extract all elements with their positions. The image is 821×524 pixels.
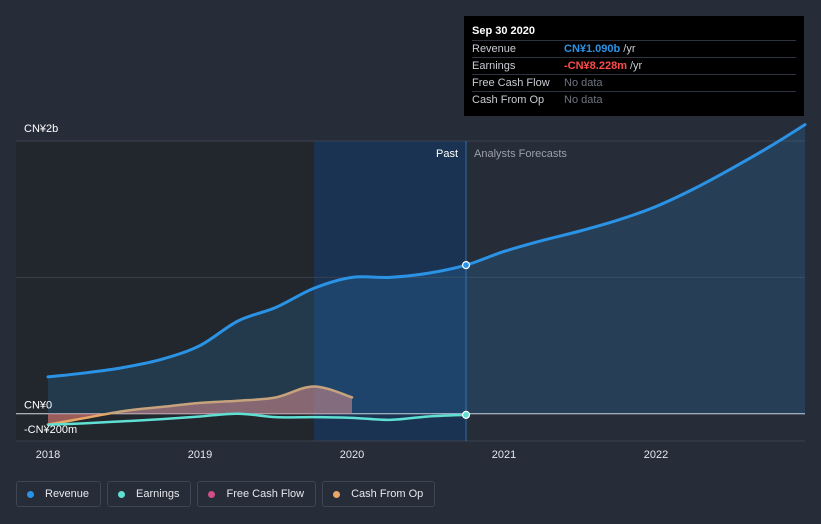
cash-from-op-area [48,386,353,425]
tooltip-row-free-cash-flow: Free Cash Flow No data [472,74,796,91]
tooltip-value: No data [564,94,603,106]
y-tick-label-2: -CN¥200m [24,424,77,436]
revenue-highlight-point [461,260,471,270]
legend-label: Earnings [136,488,180,500]
past-highlight-band [314,141,467,441]
tooltip-row-earnings: Earnings -CN¥8.228m/yr [472,57,796,74]
legend-dot-icon [333,490,341,498]
legend-item-free-cash-flow[interactable]: Free Cash Flow [197,481,317,507]
x-tick-label-4: 2022 [644,449,668,461]
earnings-highlight-point [461,410,471,419]
past-history-band [16,141,315,441]
chart-labels: CN¥2b CN¥0 -CN¥200m 2018 2019 2020 2021 2022 Pas… [24,123,668,461]
legend-label: Revenue [45,488,90,500]
x-tick-label-0: 2018 [36,449,60,461]
earnings-line [46,412,468,426]
tooltip-label: Cash From Op [472,94,545,106]
legend-item-revenue[interactable]: Revenue [16,481,102,507]
chart-bands [16,141,467,441]
tooltip-row-revenue: Revenue CN¥1.090b/yr [472,40,796,57]
legend-label: Free Cash Flow [226,488,305,500]
tooltip-date: Sep 30 2020 [472,25,535,37]
tooltip-value: CN¥1.090b [564,43,621,55]
tooltip-label: Free Cash Flow [472,77,550,89]
tooltip-row-cash-from-op: Cash From Op No data [472,91,796,108]
tooltip-unit: /yr [629,60,643,72]
chart-tooltip: Sep 30 2020 Revenue CN¥1.090b/yr Earnings -… [464,16,804,116]
chart-legend: Revenue Earnings Free Cash Flow Cash From O… [16,481,436,507]
y-tick-label-0: CN¥2b [24,123,58,135]
chart-series [46,123,807,426]
chart-marks [461,260,471,419]
tooltip-label: Revenue [472,43,517,55]
legend-dot-icon [118,490,126,498]
forecast-label: Analysts Forecasts [474,148,567,160]
x-tick-label-3: 2021 [492,449,516,461]
tooltip-value: -CN¥8.228m [564,60,627,72]
chart-gridlines [16,140,805,442]
legend-dot-icon [208,490,216,498]
free-cash-flow-area [48,386,353,425]
x-tick-label-1: 2019 [188,449,212,461]
revenue-line [46,123,807,379]
tooltip-unit: /yr [623,43,636,55]
legend-item-cash-from-op[interactable]: Cash From Op [322,481,436,507]
legend-item-earnings[interactable]: Earnings [107,481,192,507]
legend-dot-icon [27,490,34,498]
x-tick-label-2: 2020 [340,449,364,461]
y-tick-label-1: CN¥0 [24,400,52,412]
cash-from-op-line [46,385,354,426]
tooltip-label: Earnings [472,60,516,72]
tooltip-value: No data [564,77,603,89]
revenue-area [48,124,805,414]
past-label: Past [436,148,458,160]
legend-label: Cash From Op [351,488,424,500]
